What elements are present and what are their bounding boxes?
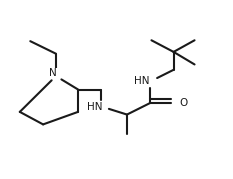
- Text: HN: HN: [87, 101, 102, 112]
- Text: O: O: [179, 98, 188, 108]
- Text: N: N: [49, 68, 57, 78]
- Text: HN: HN: [134, 76, 150, 86]
